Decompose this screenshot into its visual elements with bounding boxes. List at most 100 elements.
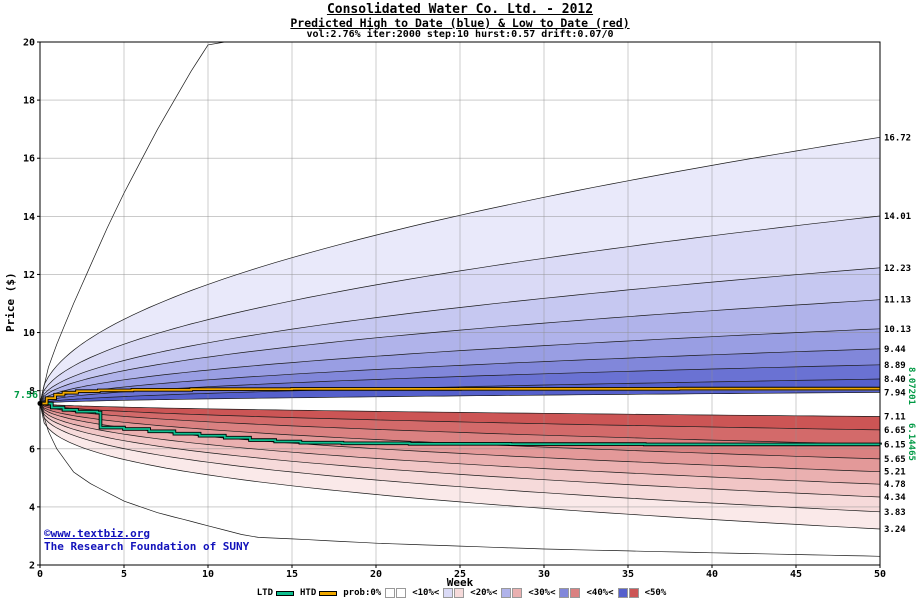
curve-end-value-label: 7.11 bbox=[884, 413, 906, 423]
start-price-label: 7.56 bbox=[13, 390, 38, 401]
legend-color-swatch bbox=[570, 588, 581, 598]
high-boundary-curve bbox=[39, 392, 881, 404]
low-prob-band bbox=[40, 403, 880, 557]
y-tick-label: 6 bbox=[29, 444, 35, 455]
y-tick-label: 4 bbox=[29, 502, 35, 513]
x-tick-label: 35 bbox=[622, 569, 634, 580]
legend-color-swatch bbox=[454, 588, 465, 598]
y-tick-label: 18 bbox=[23, 96, 35, 107]
curve-end-value-label: 6.15 bbox=[884, 440, 906, 450]
y-tick-label: 10 bbox=[23, 328, 35, 339]
high-prob-band bbox=[40, 216, 880, 404]
legend-label: HTD bbox=[300, 588, 317, 598]
legend-label: <30%< bbox=[528, 588, 556, 598]
chart-params: vol:2.76% iter:2000 step:10 hurst:0.57 d… bbox=[306, 29, 614, 40]
curve-end-value-label: 8.89 bbox=[884, 361, 906, 371]
low-boundary-curve bbox=[39, 403, 881, 460]
curve-end-value-label: 4.34 bbox=[884, 493, 906, 503]
legend-label: prob:0% bbox=[343, 588, 382, 598]
plot-border bbox=[39, 41, 881, 566]
legend-label: LTD bbox=[256, 588, 273, 598]
legend-line-swatch bbox=[276, 590, 294, 596]
watermark-link[interactable]: ©www.textbiz.org bbox=[44, 527, 150, 540]
high-boundary-curve bbox=[39, 328, 881, 404]
x-tick-label: 0 bbox=[37, 569, 43, 580]
y-tick-label: 12 bbox=[23, 270, 35, 281]
legend-label: <40%< bbox=[586, 588, 614, 598]
legend-color-swatch bbox=[512, 588, 523, 598]
low-boundary-curve bbox=[39, 403, 881, 557]
curve-end-value-label: 3.83 bbox=[884, 508, 906, 518]
low-prob-band bbox=[40, 403, 880, 472]
low-boundary-curve bbox=[39, 403, 881, 530]
low-boundary-curve bbox=[39, 403, 881, 473]
high-boundary-curve bbox=[39, 41, 225, 404]
high-boundary-curve bbox=[39, 215, 881, 404]
legend-color-swatch bbox=[628, 588, 639, 598]
legend-label: <50% bbox=[644, 588, 667, 598]
high-boundary-curve bbox=[39, 364, 881, 404]
curve-end-value-label: 16.72 bbox=[884, 133, 911, 143]
x-tick-label: 45 bbox=[790, 569, 802, 580]
curve-end-value-label: 5.65 bbox=[884, 455, 906, 465]
legend-color-swatch bbox=[559, 588, 570, 598]
low-boundary-curve bbox=[39, 403, 881, 513]
legend-color-swatch bbox=[385, 588, 396, 598]
chart-title: Consolidated Water Co. Ltd. - 2012 bbox=[326, 2, 594, 17]
low-boundary-curve bbox=[39, 403, 881, 485]
high-boundary-curve bbox=[39, 267, 881, 404]
y-tick-label: 8 bbox=[29, 386, 35, 397]
ltd-final-value-label: 6.14465 bbox=[906, 423, 916, 461]
y-tick-label: 16 bbox=[23, 154, 35, 165]
x-axis-title: Week bbox=[446, 576, 474, 589]
legend-line-swatch bbox=[319, 590, 338, 596]
legend-label: <10%< bbox=[412, 588, 440, 598]
curve-end-value-label: 11.13 bbox=[884, 296, 911, 306]
x-tick-label: 20 bbox=[370, 569, 382, 580]
curve-end-value-label: 4.78 bbox=[884, 480, 906, 490]
legend: LTD HTD prob:0% <10%< <20%< <30%< <40%< <50% bbox=[0, 588, 920, 598]
x-tick-label: 15 bbox=[286, 569, 298, 580]
x-tick-label: 5 bbox=[121, 569, 127, 580]
low-boundary-curve bbox=[39, 403, 881, 431]
curve-end-value-label: 12.23 bbox=[884, 264, 911, 274]
htd-line bbox=[40, 387, 880, 405]
x-tick-label: 40 bbox=[706, 569, 718, 580]
curve-end-value-label: 9.44 bbox=[884, 345, 906, 355]
curve-end-value-label: 10.13 bbox=[884, 325, 911, 335]
high-prob-band bbox=[40, 267, 880, 404]
legend-color-swatch bbox=[617, 588, 628, 598]
curve-end-value-label: 14.01 bbox=[884, 212, 911, 222]
high-prob-band bbox=[40, 42, 880, 404]
legend-color-swatch bbox=[396, 588, 407, 598]
curve-end-value-label: 3.24 bbox=[884, 525, 906, 535]
x-tick-label: 10 bbox=[202, 569, 214, 580]
watermark-org: The Research Foundation of SUNY bbox=[44, 540, 250, 553]
curve-end-value-label: 6.65 bbox=[884, 426, 906, 436]
y-tick-label: 14 bbox=[23, 212, 35, 223]
high-prob-band bbox=[40, 299, 880, 404]
high-prob-band bbox=[40, 328, 880, 404]
curve-end-value-label: 5.21 bbox=[884, 468, 906, 478]
high-boundary-curve bbox=[39, 136, 881, 404]
low-boundary-curve bbox=[39, 403, 881, 417]
legend-color-swatch bbox=[501, 588, 512, 598]
htd-final-value-label: 8.07201 bbox=[906, 367, 916, 405]
x-tick-label: 25 bbox=[454, 569, 466, 580]
curve-end-value-label: 8.40 bbox=[884, 375, 906, 385]
y-tick-label: 20 bbox=[23, 38, 35, 49]
ltd-line bbox=[40, 402, 881, 446]
curve-end-value-label: 7.94 bbox=[884, 388, 906, 398]
low-prob-band bbox=[40, 403, 880, 485]
x-tick-label: 50 bbox=[874, 569, 886, 580]
y-tick-label: 2 bbox=[29, 561, 35, 572]
y-axis-title: Price ($) bbox=[4, 272, 17, 332]
low-boundary-curve bbox=[39, 403, 881, 498]
legend-label: <20%< bbox=[470, 588, 498, 598]
chart-subtitle: Predicted High to Date (blue) & Low to D… bbox=[290, 16, 630, 30]
legend-color-swatch bbox=[443, 588, 454, 598]
x-tick-label: 30 bbox=[538, 569, 550, 580]
high-boundary-curve bbox=[39, 299, 881, 404]
